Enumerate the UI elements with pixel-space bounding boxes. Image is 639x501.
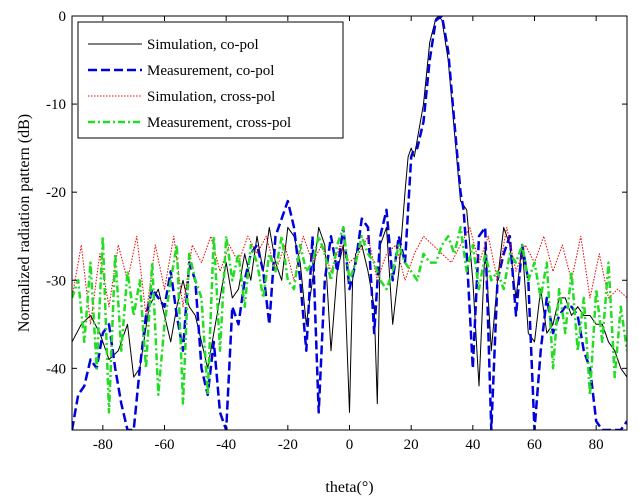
x-tick-label: -20 — [278, 437, 298, 453]
y-axis-label: Normalized radiation pattern (dB) — [16, 114, 33, 332]
series-layer — [72, 16, 627, 430]
x-axis-label: theta(°) — [325, 479, 373, 496]
legend-label-2: Measurement, co-pol — [147, 63, 274, 79]
y-tick-label: -20 — [46, 185, 66, 201]
y-tick-label: 0 — [59, 9, 67, 25]
series-line-4 — [72, 226, 627, 414]
x-tick-label: 60 — [527, 437, 542, 453]
legend: Simulation, co-pol Measurement, co-pol Sim… — [77, 21, 344, 139]
x-tick-label: -60 — [155, 437, 175, 453]
x-tick-label: 80 — [589, 437, 604, 453]
x-tick-label: -80 — [93, 437, 113, 453]
y-tick-label: -30 — [46, 273, 66, 289]
series-line-2 — [72, 16, 627, 430]
y-axis: 0 -10 -20 -30 -40 — [46, 9, 627, 377]
y-tick-label: -40 — [46, 361, 66, 377]
legend-label-3: Simulation, cross-pol — [147, 89, 275, 105]
x-tick-label: -40 — [216, 437, 236, 453]
legend-label-4: Measurement, cross-pol — [147, 115, 291, 131]
series-line-1 — [72, 16, 627, 413]
x-tick-label: 40 — [465, 437, 480, 453]
y-tick-label: -10 — [46, 97, 66, 113]
legend-label-1: Simulation, co-pol — [147, 37, 259, 53]
x-tick-label: 0 — [346, 437, 354, 453]
x-tick-label: 20 — [404, 437, 419, 453]
legend-box — [77, 21, 344, 139]
x-axis: -80 -60 -40 -20 0 20 40 60 80 — [93, 16, 604, 453]
